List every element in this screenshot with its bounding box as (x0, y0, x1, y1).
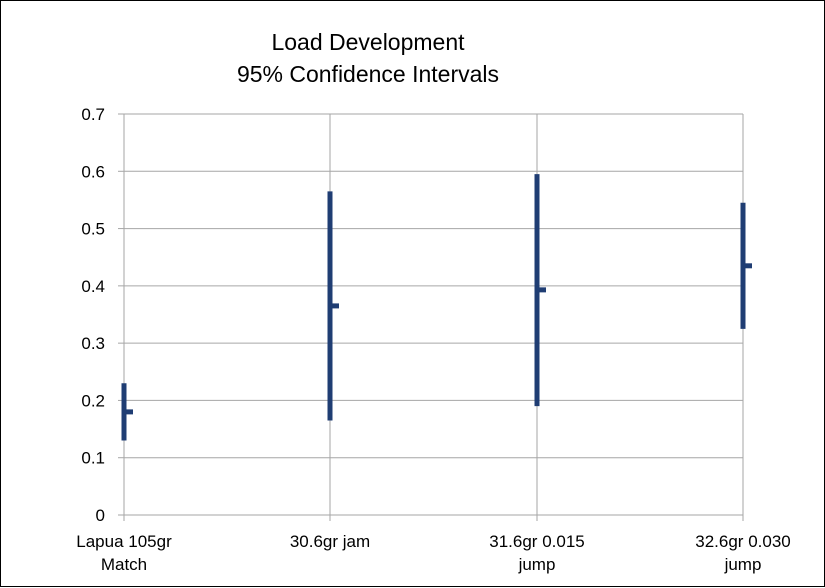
axes (118, 113, 744, 521)
x-category-label: 32.6gr 0.030 (695, 532, 790, 551)
x-category-label: 31.6gr 0.015 (489, 532, 584, 551)
gridlines (124, 113, 744, 515)
y-tick-label: 0.6 (81, 162, 105, 181)
y-axis-tick-labels: 0 0.1 0.2 0.3 0.4 0.5 0.6 0.7 (81, 105, 105, 525)
y-tick-label: 0.7 (81, 105, 105, 124)
y-tick-label: 0 (96, 506, 105, 525)
x-category-label: jump (724, 555, 762, 574)
y-tick-label: 0.1 (81, 449, 105, 468)
chart-title-line-2: 95% Confidence Intervals (237, 61, 499, 87)
x-category-label: Match (101, 555, 147, 574)
x-axis-category-labels: Lapua 105gr Match 30.6gr jam 31.6gr 0.015 ju… (76, 532, 790, 574)
y-tick-label: 0.2 (81, 391, 105, 410)
y-tick-label: 0.5 (81, 220, 105, 239)
y-tick-label: 0.4 (81, 277, 105, 296)
y-tick-label: 0.3 (81, 334, 105, 353)
confidence-intervals (121, 174, 752, 441)
x-category-label: jump (518, 555, 556, 574)
chart-title-line-1: Load Development (271, 29, 465, 55)
x-category-label: 30.6gr jam (290, 532, 370, 551)
x-category-label: Lapua 105gr (76, 532, 172, 551)
